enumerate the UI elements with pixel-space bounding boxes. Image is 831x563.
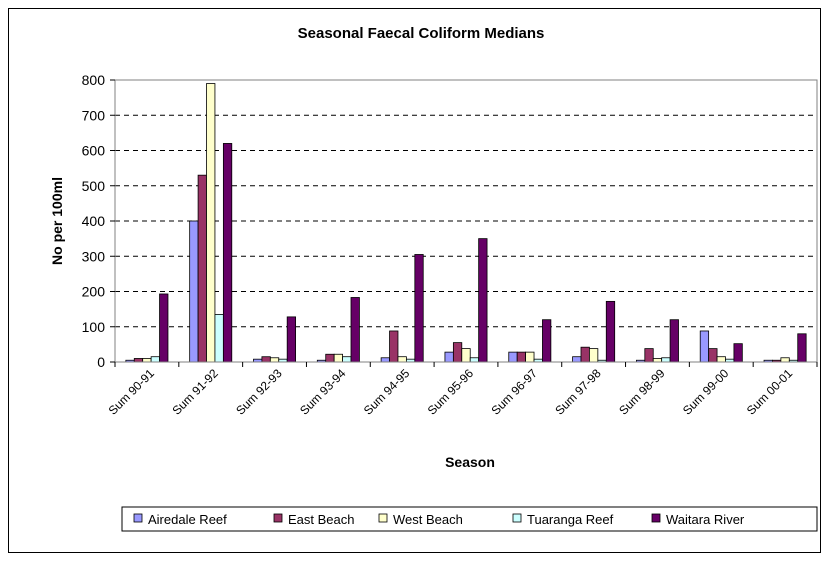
x-tick-label: Sum 93-94 — [297, 366, 349, 418]
bar-east-beach — [389, 330, 399, 363]
bar-east-beach — [644, 348, 654, 363]
bar-waitara-river — [159, 293, 169, 363]
y-tick-label: 0 — [97, 354, 105, 370]
bar-west-beach — [525, 351, 535, 363]
legend-swatch — [651, 513, 661, 523]
bar-east-beach — [325, 353, 335, 363]
y-tick-label: 200 — [82, 284, 106, 300]
bar-airedale-reef — [444, 351, 454, 363]
bar-west-beach — [206, 83, 216, 363]
chart-title: Seasonal Faecal Coliform Medians — [298, 25, 545, 42]
legend-label: Waitara River — [666, 512, 745, 527]
bar-west-beach — [716, 356, 726, 363]
bars — [125, 83, 807, 363]
x-tick-label: Sum 91-92 — [169, 366, 221, 418]
legend-label: East Beach — [288, 512, 355, 527]
legend-label: Airedale Reef — [148, 512, 227, 527]
legend-swatch — [512, 513, 522, 523]
legend-swatch — [273, 513, 283, 523]
bar-east-beach — [133, 358, 144, 363]
bar-tuaranga-reef — [150, 356, 160, 363]
bar-tuaranga-reef — [469, 357, 480, 363]
bar-airedale-reef — [699, 330, 710, 363]
legend-swatch — [378, 513, 388, 523]
bar-west-beach — [461, 348, 471, 363]
legend: Airedale Reef East Beach West Beach Tuarang… — [121, 506, 818, 532]
legend-box — [121, 506, 818, 532]
bar-west-beach — [397, 356, 407, 363]
bar-tuaranga-reef — [214, 314, 224, 363]
x-tick-label: Sum 92-93 — [233, 366, 285, 418]
x-tick-label: Sum 90-91 — [106, 366, 158, 418]
bar-east-beach — [452, 342, 463, 363]
x-tick-label: Sum 97-98 — [552, 366, 604, 418]
bar-waitara-river — [733, 343, 743, 363]
bar-waitara-river — [669, 319, 679, 363]
x-tick-label: Sum 96-97 — [489, 366, 541, 418]
x-axis-title: Season — [445, 454, 495, 470]
x-tick-label: Sum 95-96 — [425, 366, 477, 418]
x-tick-label: Sum 99-00 — [680, 366, 732, 418]
x-tick-label: Sum 98-99 — [616, 366, 668, 418]
y-tick-label: 400 — [82, 213, 106, 229]
x-tick-label: Sum 94-95 — [361, 366, 413, 418]
bar-waitara-river — [797, 333, 807, 363]
bar-tuaranga-reef — [342, 356, 352, 363]
y-tick-label: 800 — [82, 72, 106, 88]
y-axis-ticks: 0 100 200 300 400 500 600 700 800 — [82, 72, 115, 370]
bar-airedale-reef — [572, 356, 582, 363]
bar-west-beach — [780, 357, 790, 363]
bar-west-beach — [142, 358, 152, 363]
bar-waitara-river — [286, 316, 297, 363]
legend-swatch — [133, 513, 143, 523]
bar-tuaranga-reef — [661, 357, 671, 363]
x-tick-label: Sum 00-01 — [744, 366, 796, 418]
bar-waitara-river — [414, 254, 424, 363]
y-tick-label: 700 — [82, 107, 106, 123]
bar-east-beach — [708, 348, 718, 363]
y-tick-label: 600 — [82, 143, 106, 159]
bar-waitara-river — [350, 297, 360, 363]
bar-east-beach — [261, 356, 271, 363]
bar-airedale-reef — [189, 220, 199, 363]
bar-airedale-reef — [380, 357, 390, 363]
bar-west-beach — [652, 358, 663, 363]
bar-west-beach — [333, 353, 343, 363]
legend-label: West Beach — [393, 512, 463, 527]
bar-east-beach — [580, 346, 590, 363]
bar-east-beach — [516, 351, 527, 363]
y-tick-label: 100 — [82, 319, 106, 335]
y-axis-title: No per 100ml — [49, 177, 65, 265]
y-tick-label: 300 — [82, 248, 106, 264]
bar-waitara-river — [605, 300, 616, 363]
bar-airedale-reef — [508, 351, 518, 363]
bar-waitara-river — [542, 319, 552, 363]
bar-west-beach — [269, 357, 280, 363]
bar-waitara-river — [478, 238, 488, 363]
bar-waitara-river — [222, 143, 233, 363]
gridlines — [115, 114, 817, 328]
y-tick-label: 500 — [82, 178, 106, 194]
bar-west-beach — [589, 348, 599, 363]
bar-east-beach — [197, 174, 207, 363]
x-axis-ticks: Sum 90-91 Sum 91-92 Sum 92-93 Sum 93-94 Sum … — [106, 362, 818, 418]
legend-label: Tuaranga Reef — [527, 512, 614, 527]
